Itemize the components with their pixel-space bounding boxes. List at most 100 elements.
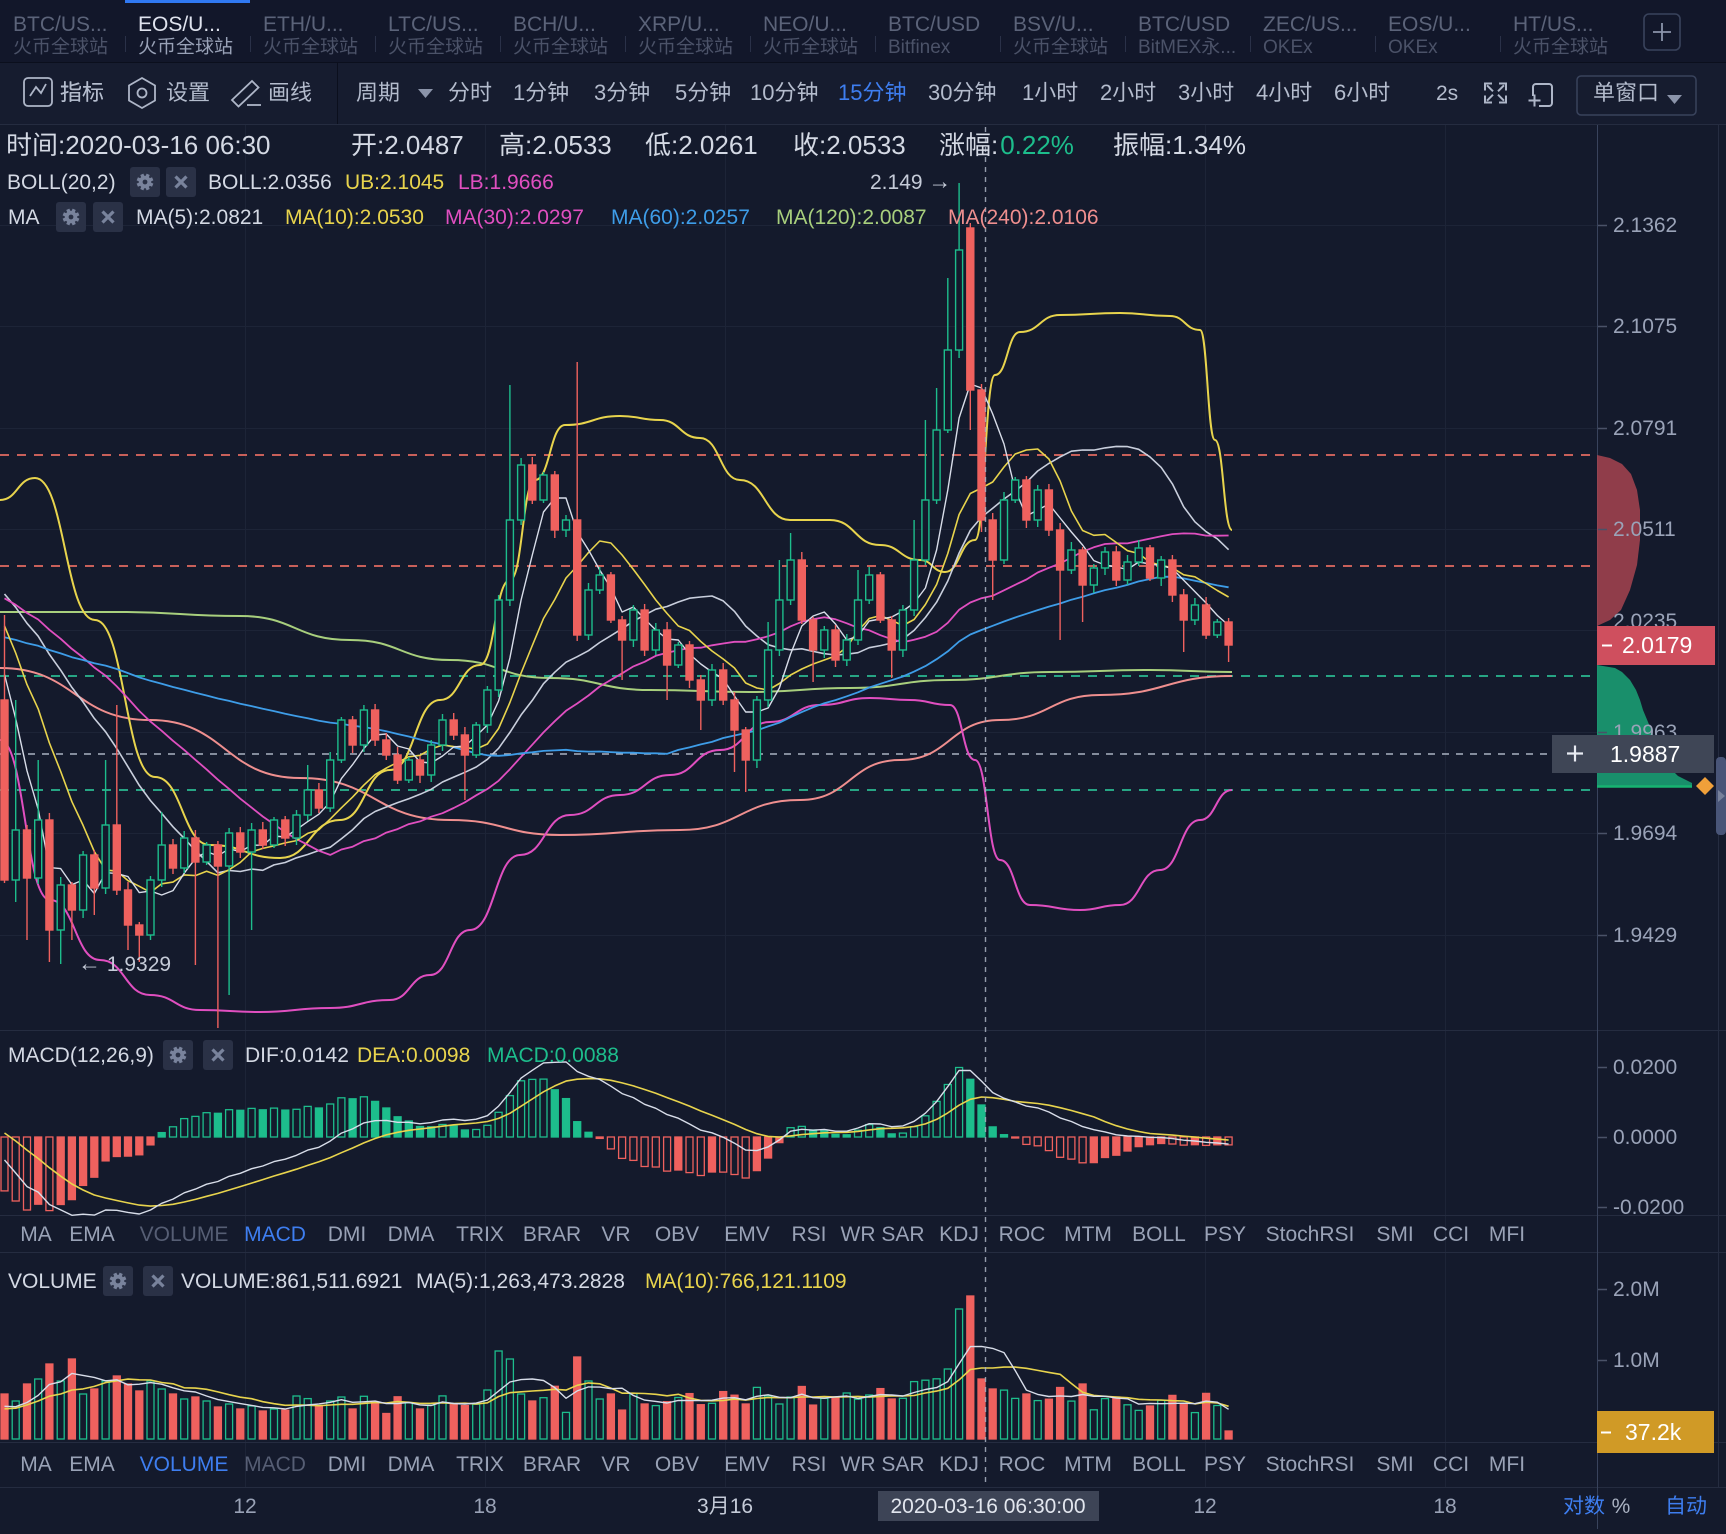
svg-text:18: 18 — [1433, 1495, 1456, 1518]
svg-text:TRIX: TRIX — [456, 1223, 504, 1246]
svg-text:MACD(12,26,9): MACD(12,26,9) — [8, 1044, 154, 1067]
svg-text:1.9429: 1.9429 — [1613, 924, 1677, 947]
svg-text:30: 30 — [928, 80, 952, 105]
svg-text:BCH/U...: BCH/U... — [513, 13, 596, 36]
svg-text:6: 6 — [1334, 80, 1346, 105]
svg-text:12: 12 — [233, 1495, 256, 1518]
svg-text:37.2k: 37.2k — [1625, 1419, 1682, 1445]
svg-text:5: 5 — [675, 80, 687, 105]
svg-text:2: 2 — [1100, 80, 1112, 105]
svg-text:BRAR: BRAR — [523, 1223, 581, 1246]
svg-text:SMI: SMI — [1376, 1223, 1413, 1246]
svg-text:1: 1 — [1022, 80, 1034, 105]
svg-text::1.34%: :1.34% — [1165, 130, 1246, 160]
svg-text:0.22%: 0.22% — [1000, 130, 1074, 160]
svg-text:LB:1.9666: LB:1.9666 — [458, 171, 554, 194]
svg-text:4: 4 — [1256, 80, 1268, 105]
svg-text:MA(10):2.0530: MA(10):2.0530 — [285, 206, 424, 229]
svg-text:BOLL(20,2): BOLL(20,2) — [7, 171, 116, 194]
svg-text:1.9887: 1.9887 — [1610, 741, 1680, 767]
svg-text::2.0487: :2.0487 — [377, 130, 464, 160]
svg-text:0.0000: 0.0000 — [1613, 1126, 1677, 1149]
svg-text:2.0179: 2.0179 — [1622, 632, 1692, 658]
svg-text::2.0533: :2.0533 — [525, 130, 612, 160]
svg-text:DMI: DMI — [328, 1453, 367, 1476]
svg-text:ROC: ROC — [999, 1223, 1046, 1246]
svg-text:BSV/U...: BSV/U... — [1013, 13, 1094, 36]
svg-text:CCI: CCI — [1433, 1453, 1469, 1476]
svg-text:1: 1 — [513, 80, 525, 105]
svg-text:BRAR: BRAR — [523, 1453, 581, 1476]
svg-text:ETH/U...: ETH/U... — [263, 13, 344, 36]
svg-text:1.9694: 1.9694 — [1613, 822, 1678, 845]
svg-text:BTC/USD: BTC/USD — [1138, 13, 1230, 36]
svg-text:KDJ: KDJ — [939, 1223, 979, 1246]
svg-text:2.149 →: 2.149 → — [870, 168, 951, 194]
svg-text:OBV: OBV — [655, 1223, 699, 1246]
svg-text:MA(120):2.0087: MA(120):2.0087 — [776, 206, 927, 229]
svg-text:VOLUME: VOLUME — [140, 1223, 229, 1246]
svg-text:1.0M: 1.0M — [1613, 1349, 1660, 1372]
svg-text:BTC/USD: BTC/USD — [888, 13, 980, 36]
svg-text:16: 16 — [730, 1495, 753, 1518]
svg-text::: : — [991, 130, 998, 160]
svg-text:MA(5):2.0821: MA(5):2.0821 — [136, 206, 263, 229]
svg-text:SMI: SMI — [1376, 1453, 1413, 1476]
svg-text:MA(10):766,121.1109: MA(10):766,121.1109 — [645, 1270, 847, 1293]
svg-text:2.1075: 2.1075 — [1613, 315, 1677, 338]
svg-text:VOLUME:861,511.6921: VOLUME:861,511.6921 — [181, 1270, 402, 1293]
svg-text:XRP/U...: XRP/U... — [638, 13, 720, 36]
svg-text:MTM: MTM — [1064, 1453, 1112, 1476]
svg-text:2.0511: 2.0511 — [1613, 518, 1676, 541]
svg-text:BTC/US...: BTC/US... — [13, 13, 108, 36]
svg-text:PSY: PSY — [1204, 1223, 1246, 1246]
svg-text::2020-03-16 06:30: :2020-03-16 06:30 — [58, 130, 271, 160]
svg-text::2.0261: :2.0261 — [671, 130, 758, 160]
svg-text:2.1362: 2.1362 — [1613, 214, 1677, 237]
svg-text:MFI: MFI — [1489, 1223, 1525, 1246]
svg-text:StochRSI: StochRSI — [1266, 1453, 1355, 1476]
svg-text:-0.0200: -0.0200 — [1613, 1196, 1684, 1219]
svg-text:CCI: CCI — [1433, 1223, 1469, 1246]
svg-text:DMA: DMA — [388, 1223, 435, 1246]
svg-text:VR: VR — [601, 1453, 630, 1476]
svg-text:ROC: ROC — [999, 1453, 1046, 1476]
svg-text:MFI: MFI — [1489, 1453, 1525, 1476]
svg-text:PSY: PSY — [1204, 1453, 1246, 1476]
svg-text:DEA:0.0098: DEA:0.0098 — [357, 1044, 470, 1067]
svg-text:MA: MA — [20, 1453, 52, 1476]
svg-text:EOS/U...: EOS/U... — [138, 13, 221, 36]
svg-text:WR: WR — [841, 1223, 876, 1246]
svg-text:2.0791: 2.0791 — [1613, 417, 1677, 440]
svg-text:2.0M: 2.0M — [1613, 1278, 1660, 1301]
svg-text:15: 15 — [838, 80, 862, 105]
svg-text:3: 3 — [1178, 80, 1190, 105]
svg-text:MA(60):2.0257: MA(60):2.0257 — [611, 206, 750, 229]
svg-text:MTM: MTM — [1064, 1223, 1112, 1246]
svg-text:HT/US...: HT/US... — [1513, 13, 1594, 36]
svg-text::2.0533: :2.0533 — [819, 130, 906, 160]
svg-text:...: ... — [1220, 37, 1236, 58]
svg-text:EOS/U...: EOS/U... — [1388, 13, 1471, 36]
svg-text:MACD:0.0088: MACD:0.0088 — [487, 1044, 619, 1067]
svg-text:%: % — [1612, 1495, 1631, 1518]
svg-text:2s: 2s — [1436, 82, 1458, 105]
svg-text:3: 3 — [594, 80, 606, 105]
svg-text:MACD: MACD — [244, 1453, 306, 1476]
svg-text:18: 18 — [473, 1495, 496, 1518]
svg-text:LTC/US...: LTC/US... — [388, 13, 479, 36]
svg-text:3: 3 — [697, 1495, 709, 1518]
svg-text:10: 10 — [750, 80, 774, 105]
svg-text:VOLUME: VOLUME — [140, 1453, 229, 1476]
svg-text:← 1.9329: ← 1.9329 — [78, 950, 171, 976]
svg-text:OKEx: OKEx — [1388, 37, 1438, 58]
svg-text:DIF:0.0142: DIF:0.0142 — [245, 1044, 349, 1067]
svg-text:BOLL:2.0356: BOLL:2.0356 — [208, 171, 332, 194]
svg-text:SAR: SAR — [881, 1453, 924, 1476]
svg-text:12: 12 — [1193, 1495, 1216, 1518]
svg-text:BitMEX: BitMEX — [1138, 37, 1202, 58]
svg-text:KDJ: KDJ — [939, 1453, 979, 1476]
svg-text:MACD: MACD — [244, 1223, 306, 1246]
svg-text:WR: WR — [841, 1453, 876, 1476]
svg-text:DMA: DMA — [388, 1453, 435, 1476]
